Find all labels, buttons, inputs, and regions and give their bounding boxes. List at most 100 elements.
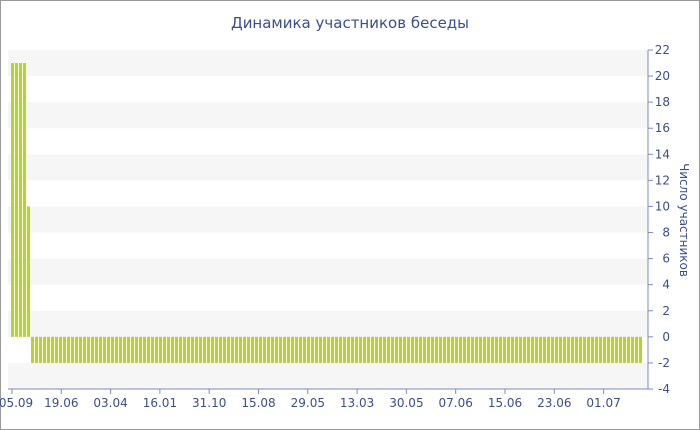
bar — [483, 336, 486, 363]
bar — [387, 336, 390, 363]
y-tick-label: 2 — [662, 304, 670, 318]
bar — [499, 336, 502, 363]
bar — [99, 336, 102, 363]
x-tick-label: 23.06 — [537, 396, 571, 410]
bar — [19, 63, 22, 337]
bar — [247, 336, 250, 363]
bar — [231, 336, 234, 363]
bar — [79, 336, 82, 363]
bar — [215, 336, 218, 363]
bar — [187, 336, 190, 363]
bar — [259, 336, 262, 363]
bar — [471, 336, 474, 363]
bar — [487, 336, 490, 363]
bar — [299, 336, 302, 363]
bar — [323, 336, 326, 363]
bar — [615, 336, 618, 363]
bar — [363, 336, 366, 363]
bar — [347, 336, 350, 363]
bar — [311, 336, 314, 363]
bar — [199, 336, 202, 363]
bar — [47, 336, 50, 363]
bar — [159, 336, 162, 363]
bar — [455, 336, 458, 363]
x-tick-label: 15.08 — [241, 396, 275, 410]
bar — [275, 336, 278, 363]
bar — [351, 336, 354, 363]
y-tick-label: 10 — [655, 199, 670, 213]
bar — [251, 336, 254, 363]
bar — [31, 336, 34, 363]
bar — [523, 336, 526, 363]
bar — [119, 336, 122, 363]
grid-band — [8, 50, 648, 77]
bar — [147, 336, 150, 363]
grid-bands — [8, 50, 648, 389]
bar — [555, 336, 558, 363]
bar — [475, 336, 478, 363]
bar — [207, 336, 210, 363]
bar — [635, 336, 638, 363]
bar — [23, 63, 26, 337]
bar — [527, 336, 530, 363]
x-tick-label: 13.03 — [340, 396, 374, 410]
bar — [583, 336, 586, 363]
bar — [115, 336, 118, 363]
bar — [543, 336, 546, 363]
bar — [419, 336, 422, 363]
y-tick-label: 18 — [655, 95, 670, 109]
bar — [579, 336, 582, 363]
grid-band — [8, 310, 648, 337]
bar — [307, 336, 310, 363]
bar — [519, 336, 522, 363]
x-tick-label: 19.06 — [44, 396, 78, 410]
bar — [427, 336, 430, 363]
bar — [627, 336, 630, 363]
bar — [435, 336, 438, 363]
bar — [619, 336, 622, 363]
bar — [191, 336, 194, 363]
bar — [411, 336, 414, 363]
x-tick-label: 30.05 — [389, 396, 423, 410]
bar — [59, 336, 62, 363]
bar — [283, 336, 286, 363]
bar — [279, 336, 282, 363]
y-tick-label: 8 — [662, 226, 670, 240]
y-tick-label: 22 — [655, 43, 670, 57]
bar — [407, 336, 410, 363]
bar — [515, 336, 518, 363]
bar — [235, 336, 238, 363]
grid-band — [8, 154, 648, 181]
bar — [223, 336, 226, 363]
bar — [55, 336, 58, 363]
bar — [35, 336, 38, 363]
bar — [327, 336, 330, 363]
bar — [139, 336, 142, 363]
x-tick-label: 07.06 — [439, 396, 473, 410]
x-tick-label: 03.04 — [93, 396, 127, 410]
bar — [343, 336, 346, 363]
y-axis-label: Число участников — [677, 163, 691, 277]
bar — [463, 336, 466, 363]
bar — [623, 336, 626, 363]
bar — [587, 336, 590, 363]
bar — [183, 336, 186, 363]
bar — [239, 336, 242, 363]
bar — [135, 336, 138, 363]
bar — [219, 336, 222, 363]
bar — [87, 336, 90, 363]
bar — [507, 336, 510, 363]
bar — [339, 336, 342, 363]
bar — [175, 336, 178, 363]
bar — [163, 336, 166, 363]
bar — [355, 336, 358, 363]
bar — [303, 336, 306, 363]
bar — [127, 336, 130, 363]
bar — [531, 336, 534, 363]
bar — [179, 336, 182, 363]
bar — [171, 336, 174, 363]
bar — [67, 336, 70, 363]
bar — [559, 336, 562, 363]
bar — [591, 336, 594, 363]
